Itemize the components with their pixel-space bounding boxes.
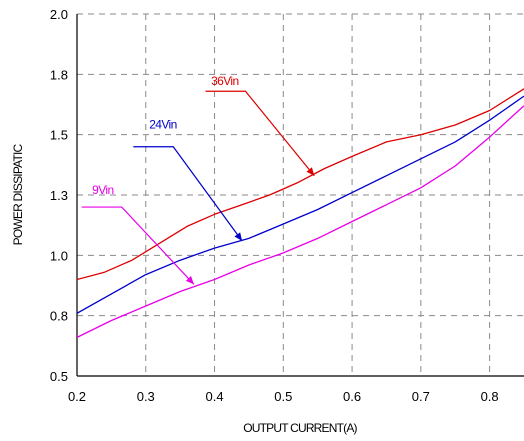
series-lines	[77, 88, 524, 338]
y-tick-label: 1.8	[50, 67, 68, 82]
series-line-9vin	[77, 105, 524, 338]
x-tick-label: 0.7	[412, 389, 430, 404]
x-tick-label: 0.5	[274, 389, 292, 404]
x-tick-label: 0.2	[68, 389, 86, 404]
series-label-9vin: 9Vin	[92, 183, 113, 197]
y-tick-label: 1.3	[50, 188, 68, 203]
x-tick-label: 0.3	[137, 389, 155, 404]
arrowhead-24vin	[234, 232, 243, 241]
leader-line-36vin	[205, 90, 315, 177]
leader-line-9vin	[81, 206, 195, 285]
x-axis-title: OUTPUT CURRENT(A)	[243, 421, 357, 435]
tick-labels: 0.2 0.3 0.4 0.5 0.6 0.7 0.8 0.5 0.8 1.0 1.3 1.5 1.8 2…	[50, 7, 499, 404]
y-axis-title: POWER DISSIPATIC	[11, 143, 25, 245]
series-label-36vin: 36Vin	[211, 74, 238, 88]
arrowhead-9vin	[185, 276, 194, 285]
x-tick-label: 0.6	[343, 389, 361, 404]
y-tick-label: 0.5	[50, 369, 68, 384]
series-label-24vin: 24Vin	[149, 118, 176, 132]
x-tick-label: 0.4	[205, 389, 223, 404]
y-tick-label: 2.0	[50, 7, 68, 22]
series-annotations: 36Vin 24Vin 9Vin	[81, 74, 315, 285]
series-line-24vin	[77, 95, 524, 314]
y-tick-label: 1.5	[50, 128, 68, 143]
leader-line-24vin	[133, 146, 243, 242]
x-tick-label: 0.8	[481, 389, 499, 404]
y-tick-label: 0.8	[50, 309, 68, 324]
y-tick-label: 1.0	[50, 248, 68, 263]
arrowhead-36vin	[306, 167, 315, 176]
series-line-36vin	[77, 88, 524, 281]
plot-frame	[76, 14, 524, 377]
grid-lines	[77, 13, 524, 376]
